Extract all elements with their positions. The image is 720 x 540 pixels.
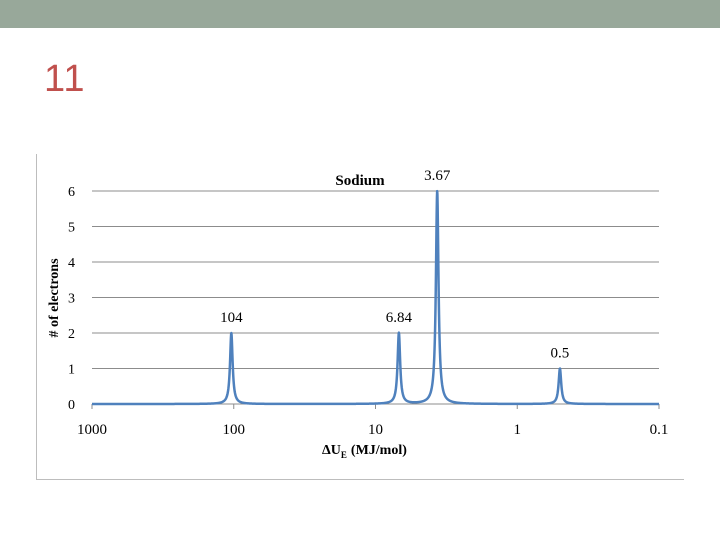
- chart-frame: [36, 154, 684, 480]
- x-tick-label: 1: [514, 422, 522, 438]
- slide-number: 11: [44, 58, 86, 100]
- y-tick-label: 6: [68, 185, 75, 200]
- y-tick-label: 2: [68, 327, 75, 342]
- y-tick-label: 5: [68, 221, 75, 236]
- data-label: 104: [220, 310, 243, 326]
- y-tick-label: 3: [68, 292, 75, 307]
- x-tick-label: 100: [223, 422, 246, 438]
- y-tick-label: 1: [68, 363, 75, 378]
- x-tick-label: 0.1: [650, 422, 669, 438]
- chart-title: Sodium: [335, 173, 385, 189]
- series: [90, 189, 661, 406]
- top-bar: [0, 0, 720, 28]
- data-label: 6.84: [386, 310, 413, 326]
- x-tick-label: 1000: [77, 422, 107, 438]
- y-tick-label: 0: [68, 398, 75, 413]
- y-tick-label: 4: [68, 256, 75, 271]
- labels: 104 6.84 3.67 0.5: [220, 168, 569, 362]
- x-axis-title-main: ΔU: [322, 443, 341, 458]
- x-tick-label: 10: [368, 422, 383, 438]
- axes: 0 1 2 3 4 5 6 1000 100 10 1 0.1: [68, 185, 668, 438]
- data-label: 3.67: [424, 168, 451, 184]
- y-axis-title: # of electrons: [47, 258, 62, 338]
- x-axis-title-sub: E: [341, 450, 347, 460]
- series-line: [90, 189, 661, 406]
- x-axis-title-unit: (MJ/mol): [351, 443, 407, 458]
- data-label: 0.5: [551, 346, 570, 362]
- x-axis-title: ΔUE (MJ/mol): [322, 443, 407, 460]
- grid-lines: [92, 190, 659, 369]
